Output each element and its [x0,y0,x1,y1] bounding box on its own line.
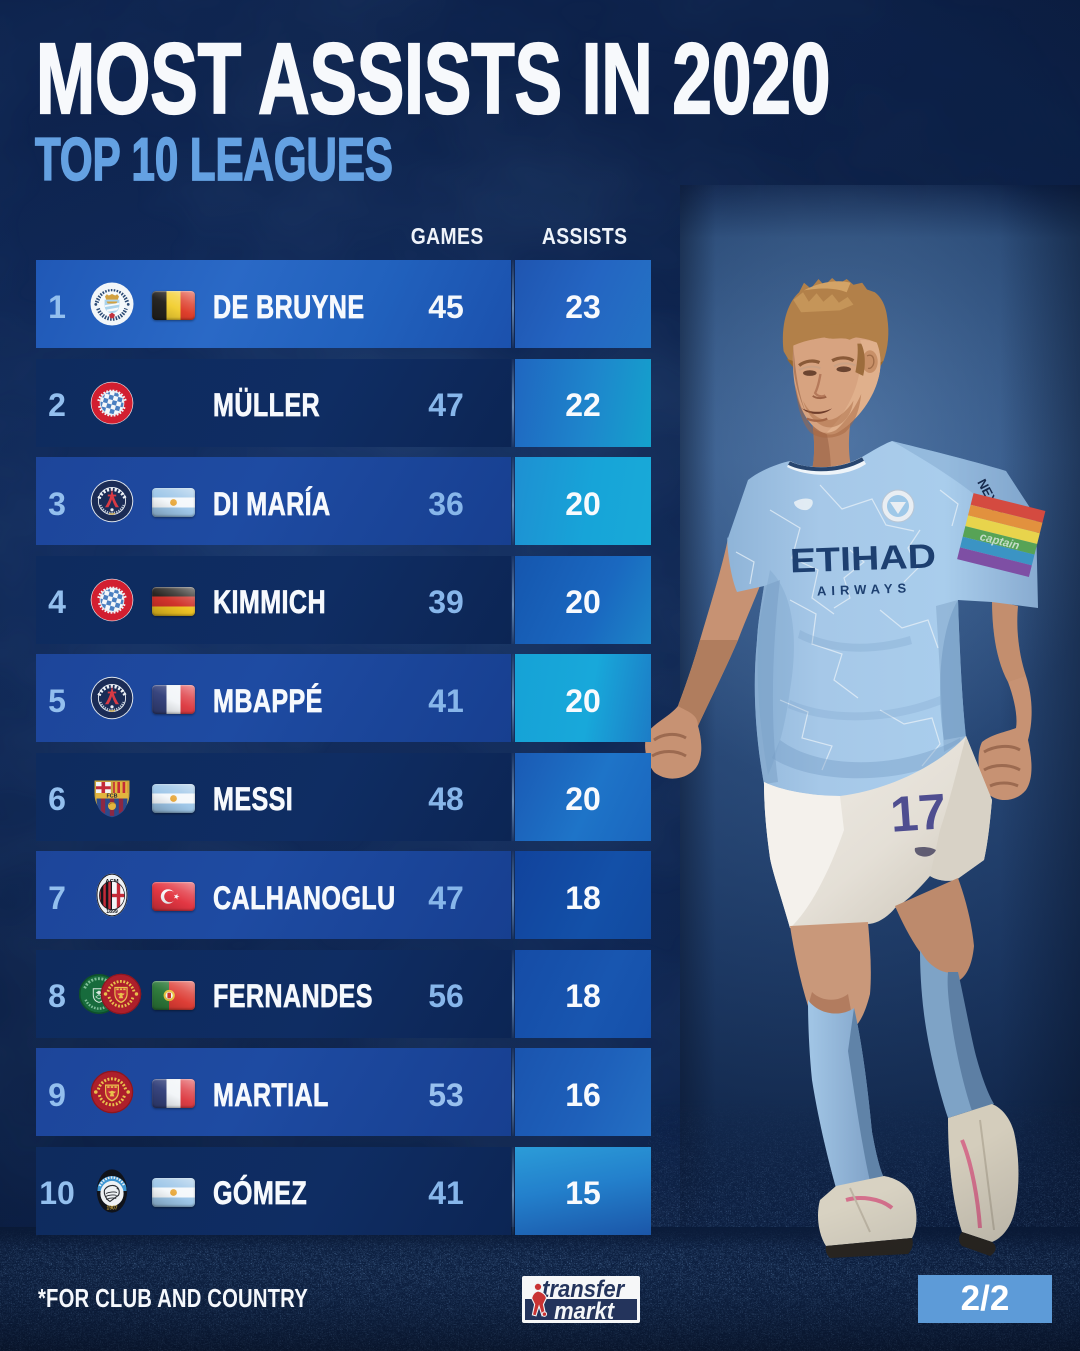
svg-text:1907: 1907 [106,1205,117,1211]
svg-text:FCB: FCB [106,793,117,799]
svg-text:1899: 1899 [106,909,118,915]
